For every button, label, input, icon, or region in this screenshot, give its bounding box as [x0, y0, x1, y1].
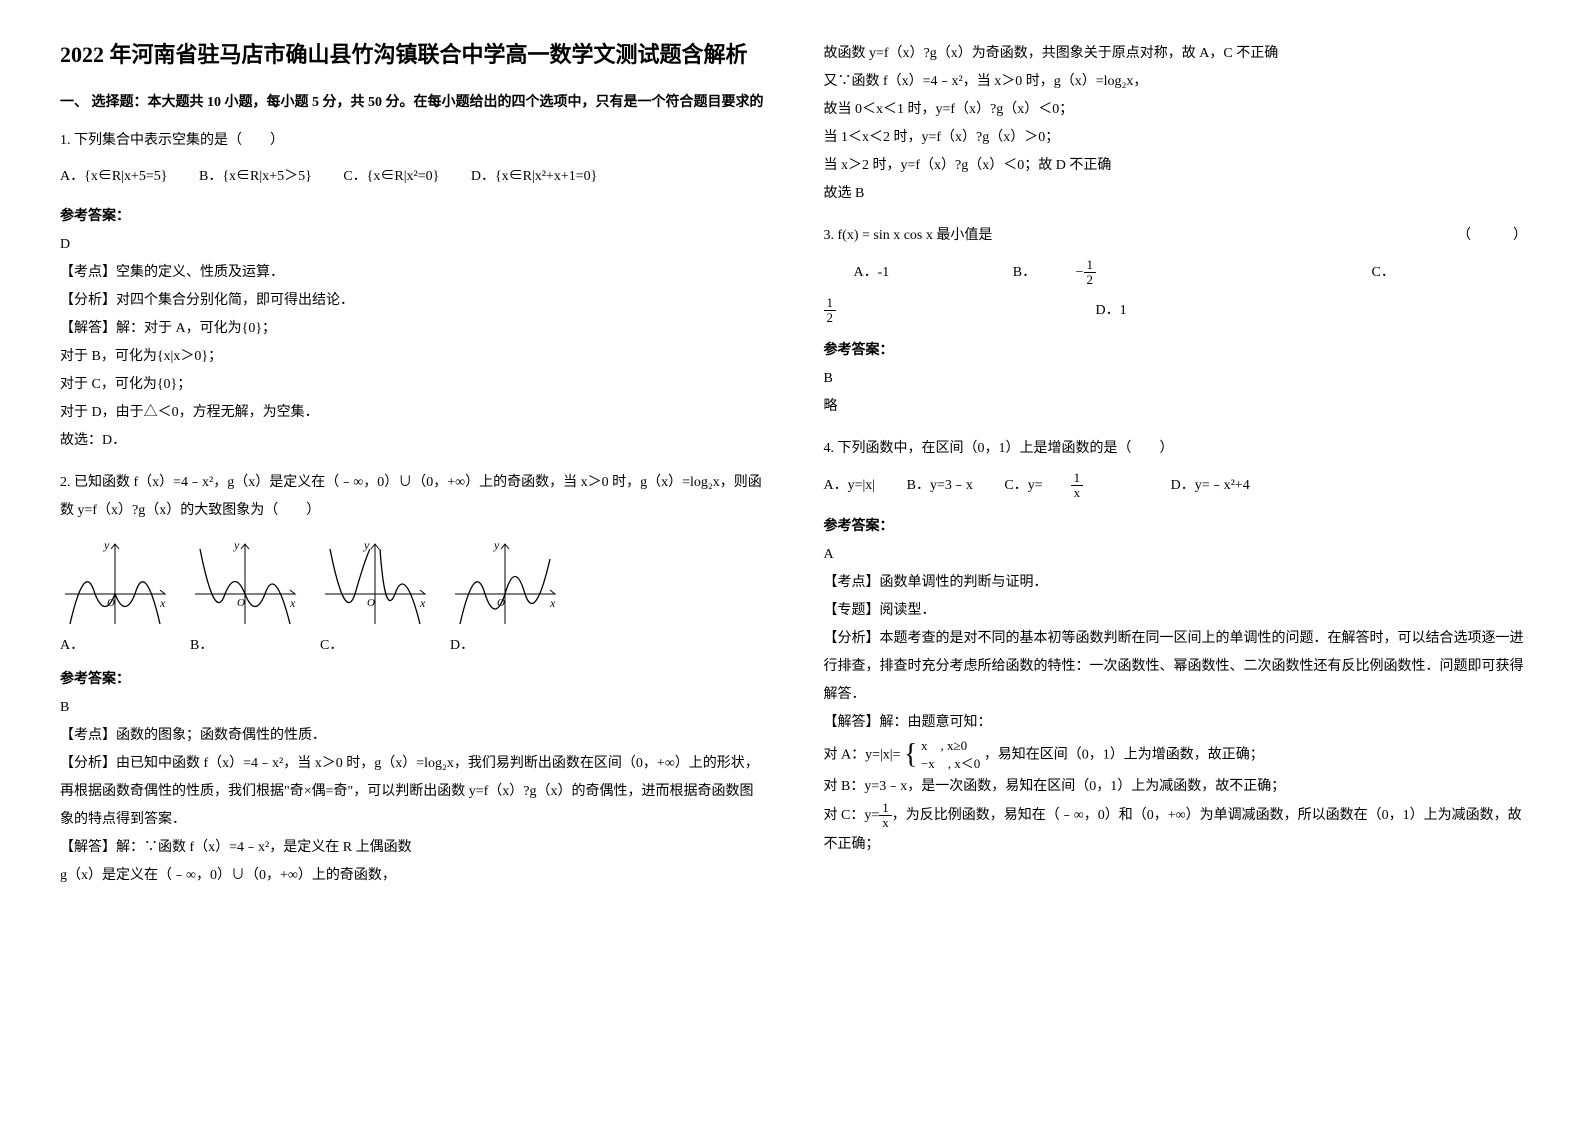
q4-ans-letter: A — [824, 541, 1528, 569]
q2-r4: 当 1＜x＜2 时，y=f（x）?g（x）＞0； — [824, 124, 1528, 152]
section-heading: 一、 选择题：本大题共 10 小题，每小题 5 分，共 50 分。在每小题给出的… — [60, 91, 764, 111]
q4-exp-c: 对 C：y=1x，为反比例函数，易知在（﹣∞，0）和（0，+∞）为单调减函数，所… — [824, 801, 1528, 859]
graph-a-svg: y x O — [60, 539, 170, 629]
question-4: 4. 下列函数中，在区间（0，1）上是增函数的是（ ） A．y=|x| B．y=… — [824, 435, 1528, 501]
q1-options: A．{x∈R|x+5=5} B．{x∈R|x+5＞5} C．{x∈R|x²=0}… — [60, 163, 764, 191]
svg-text:x: x — [549, 596, 556, 610]
q4-exp-a-pre: 对 A：y=|x|= — [824, 747, 901, 762]
q2-ans-letter: B — [60, 694, 764, 722]
q2-r5: 当 x＞2 时，y=f（x）?g（x）＜0；故 D 不正确 — [824, 152, 1528, 180]
q2-answer: B 【考点】函数的图象；函数奇偶性的性质． 【分析】由已知中函数 f（x）=4﹣… — [60, 694, 764, 890]
q2-r6: 故选 B — [824, 180, 1528, 208]
q1-exp-5: 对于 C，可化为{0}； — [60, 371, 764, 399]
q4-options: A．y=|x| B．y=3﹣x C．y=1x D．y=﹣x²+4 — [824, 471, 1528, 501]
svg-text:x: x — [289, 596, 296, 610]
q1-opt-b: B．{x∈R|x+5＞5} — [199, 169, 312, 184]
q3-answer-label: 参考答案： — [824, 339, 1528, 359]
svg-text:x: x — [159, 596, 166, 610]
q3-opt-c-frac: 12 — [824, 296, 865, 326]
q4-stem: 4. 下列函数中，在区间（0，1）上是增函数的是（ ） — [824, 435, 1528, 463]
q4-exp-c-pre: 对 C：y= — [824, 808, 880, 823]
q4-exp-a: 对 A：y=|x|= { x , x≥0 −x , x＜0 ，易知在区间（0，1… — [824, 737, 1528, 773]
page-title: 2022 年河南省驻马店市确山县竹沟镇联合中学高一数学文测试题含解析 — [60, 40, 764, 71]
q2-stem: 2. 已知函数 f（x）=4﹣x²，g（x）是定义在（﹣∞，0）∪（0，+∞）上… — [60, 469, 764, 525]
q1-exp-3: 【解答】解：对于 A，可化为{0}； — [60, 315, 764, 343]
q1-exp-4: 对于 B，可化为{x|x＞0}； — [60, 343, 764, 371]
graph-b-svg: y x O — [190, 539, 300, 629]
q1-ans-letter: D — [60, 231, 764, 259]
graph-c-svg: y x O — [320, 539, 430, 629]
q3-opt-d: D．1 — [1096, 303, 1127, 318]
svg-text:x: x — [419, 596, 426, 610]
graph-d-svg: y x O — [450, 539, 560, 629]
q1-exp-2: 【分析】对四个集合分别化简，即可得出结论． — [60, 287, 764, 315]
q2-exp-2: 【分析】由已知中函数 f（x）=4﹣x²，当 x＞0 时，g（x）=log₂x，… — [60, 750, 764, 834]
q2-exp-1: 【考点】函数的图象；函数奇偶性的性质． — [60, 722, 764, 750]
q3-ans-letter: B — [824, 365, 1528, 393]
svg-text:O: O — [237, 597, 245, 609]
q1-stem: 1. 下列集合中表示空集的是（ ） — [60, 127, 764, 155]
q2-graph-options: y x O A． y x O B． — [60, 539, 764, 654]
q4-exp-2: 【专题】阅读型． — [824, 597, 1528, 625]
q2-answer-label: 参考答案： — [60, 668, 764, 688]
q3-answer: B 略 — [824, 365, 1528, 421]
q3-options: A．-1 B． −12 C． — [824, 258, 1528, 288]
q3-stem: 3. f(x) = sin x cos x 最小值是 — [824, 228, 993, 243]
q1-opt-d: D．{x∈R|x²+x+1=0} — [471, 169, 598, 184]
q2-label-a: A． — [60, 634, 170, 654]
q4-exp-c-post: ，为反比例函数，易知在（﹣∞，0）和（0，+∞）为单调减函数，所以函数在（0，1… — [824, 808, 1522, 852]
q4-opt-d: D．y=﹣x²+4 — [1171, 478, 1250, 493]
q2-r3: 故当 0＜x＜1 时，y=f（x）?g（x）＜0； — [824, 96, 1528, 124]
q2-graph-c: y x O C． — [320, 539, 430, 654]
q4-opt-c: C．y=1x — [1004, 478, 1142, 493]
q1-opt-c: C．{x∈R|x²=0} — [343, 169, 439, 184]
q4-opt-b: B．y=3﹣x — [907, 478, 973, 493]
q1-opt-a: A．{x∈R|x+5=5} — [60, 169, 167, 184]
q2-exp-4: g（x）是定义在（﹣∞，0）∪（0，+∞）上的奇函数， — [60, 862, 764, 890]
q3-opt-b: B． −12 — [1013, 265, 1184, 280]
q3-opt-a: A．-1 — [854, 265, 890, 280]
q3-options-row2: 12 D．1 — [824, 296, 1528, 326]
q2-r1: 故函数 y=f（x）?g（x）为奇函数，共图象关于原点对称，故 A，C 不正确 — [824, 40, 1528, 68]
q4-opt-c-label: C．y= — [1004, 478, 1042, 493]
q2-r2: 又∵函数 f（x）=4﹣x²，当 x＞0 时，g（x）=log₂x， — [824, 68, 1528, 96]
piecewise-icon: { x , x≥0 −x , x＜0 — [904, 737, 980, 773]
q4-exp-1: 【考点】函数单调性的判断与证明． — [824, 569, 1528, 597]
q3-opt-b-label: B． — [1013, 265, 1036, 280]
q4-answer-label: 参考答案： — [824, 515, 1528, 535]
q2-graph-a: y x O A． — [60, 539, 170, 654]
q1-exp-6: 对于 D，由于△＜0，方程无解，为空集． — [60, 399, 764, 427]
svg-text:O: O — [367, 597, 375, 609]
q4-opt-a: A．y=|x| — [824, 478, 876, 493]
q1-answer: D 【考点】空集的定义、性质及运算． 【分析】对四个集合分别化简，即可得出结论．… — [60, 231, 764, 455]
question-3: 3. f(x) = sin x cos x 最小值是 （ ） A．-1 B． −… — [824, 222, 1528, 325]
q2-graph-b: y x O B． — [190, 539, 300, 654]
svg-text:y: y — [103, 539, 110, 552]
q1-exp-7: 故选：D． — [60, 427, 764, 455]
q3-paren: （ ） — [1457, 222, 1527, 250]
question-2: 2. 已知函数 f（x）=4﹣x²，g（x）是定义在（﹣∞，0）∪（0，+∞）上… — [60, 469, 764, 525]
q4-exp-a-post: ，易知在区间（0，1）上为增函数，故正确； — [984, 747, 1264, 762]
svg-text:y: y — [233, 539, 240, 552]
q2-graph-d: y x O D． — [450, 539, 560, 654]
q1-answer-label: 参考答案： — [60, 205, 764, 225]
q4-exp-4: 【解答】解：由题意可知： — [824, 709, 1528, 737]
q3-exp: 略 — [824, 393, 1528, 421]
q2-label-b: B． — [190, 634, 300, 654]
q2-answer-cont: 故函数 y=f（x）?g（x）为奇函数，共图象关于原点对称，故 A，C 不正确 … — [824, 40, 1528, 208]
q2-exp-3: 【解答】解：∵函数 f（x）=4﹣x²，是定义在 R 上偶函数 — [60, 834, 764, 862]
q1-exp-1: 【考点】空集的定义、性质及运算． — [60, 259, 764, 287]
question-1: 1. 下列集合中表示空集的是（ ） A．{x∈R|x+5=5} B．{x∈R|x… — [60, 127, 764, 191]
q2-label-d: D． — [450, 634, 560, 654]
q3-opt-c: C． — [1372, 265, 1395, 280]
q4-exp-3: 【分析】本题考查的是对不同的基本初等函数判断在同一区间上的单调性的问题．在解答时… — [824, 625, 1528, 709]
svg-text:y: y — [493, 539, 500, 552]
q4-exp-b: 对 B：y=3﹣x，是一次函数，易知在区间（0，1）上为减函数，故不正确； — [824, 773, 1528, 801]
q2-label-c: C． — [320, 634, 430, 654]
q4-answer: A 【考点】函数单调性的判断与证明． 【专题】阅读型． 【分析】本题考查的是对不… — [824, 541, 1528, 859]
